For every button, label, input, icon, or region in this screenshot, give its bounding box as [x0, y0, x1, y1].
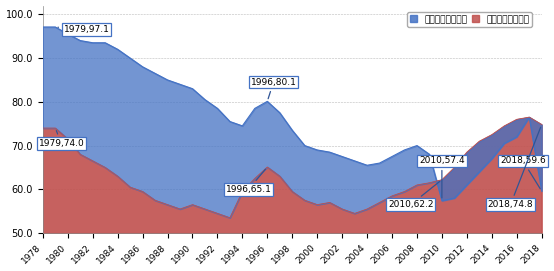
Text: 2018,59.6: 2018,59.6 — [500, 156, 546, 189]
Text: 2010,62.2: 2010,62.2 — [388, 182, 440, 209]
Text: 1996,80.1: 1996,80.1 — [250, 78, 296, 99]
Text: 1996,65.1: 1996,65.1 — [225, 169, 271, 194]
Text: 2018,74.8: 2018,74.8 — [488, 127, 541, 209]
Text: 2010,57.4: 2010,57.4 — [419, 156, 465, 198]
Legend: 城镇工资收入占比, 农村工资收入占比: 城镇工资收入占比, 农村工资收入占比 — [407, 12, 532, 27]
Text: 1979,74.0: 1979,74.0 — [39, 131, 84, 148]
Text: 1979,97.1: 1979,97.1 — [58, 25, 109, 34]
